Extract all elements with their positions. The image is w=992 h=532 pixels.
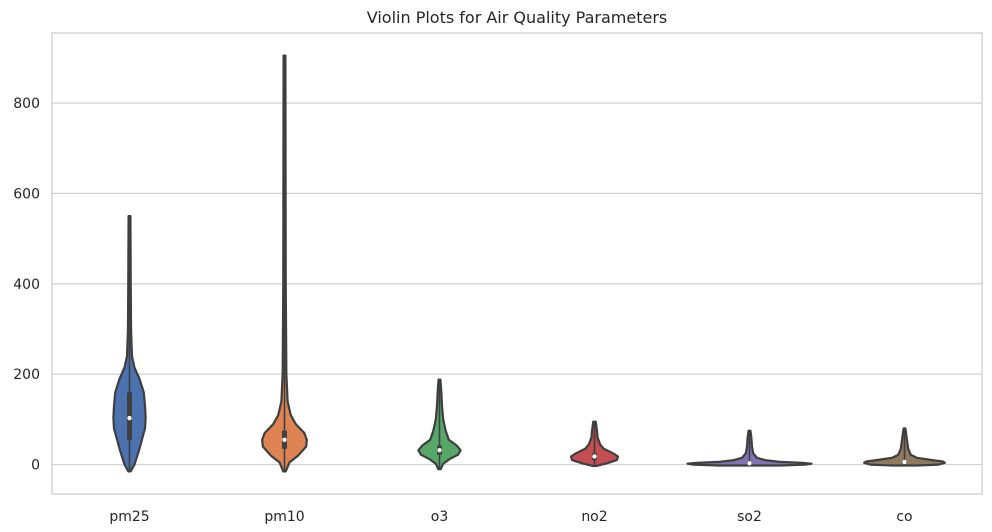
y-tick-label-400: 400: [13, 277, 40, 293]
y-tick-labels: 0 200 400 600 800: [13, 96, 40, 474]
x-tick-label-so2: so2: [737, 509, 762, 525]
y-tick-label-0: 0: [31, 458, 40, 474]
x-tick-label-pm25: pm25: [109, 509, 149, 525]
x-tick-label-co: co: [896, 509, 912, 525]
x-tick-label-o3: o3: [431, 509, 448, 525]
median-point-so2: [747, 461, 752, 466]
median-point-pm25: [127, 415, 132, 421]
x-tick-labels: pm25 pm10 o3 no2 so2 co: [109, 509, 912, 525]
y-tick-label-200: 200: [13, 367, 40, 383]
y-tick-label-600: 600: [13, 186, 40, 202]
median-point-pm10: [282, 437, 287, 442]
plot-frame: [51, 32, 983, 495]
violins: [112, 54, 946, 473]
median-point-no2: [592, 454, 597, 459]
x-tick-label-pm10: pm10: [264, 509, 304, 525]
median-point-o3: [437, 447, 442, 453]
median-point-co: [902, 459, 907, 465]
chart-title: Violin Plots for Air Quality Parameters: [367, 8, 668, 27]
y-tick-label-800: 800: [13, 96, 40, 112]
x-tick-label-no2: no2: [581, 509, 607, 525]
gridlines: [52, 102, 982, 466]
